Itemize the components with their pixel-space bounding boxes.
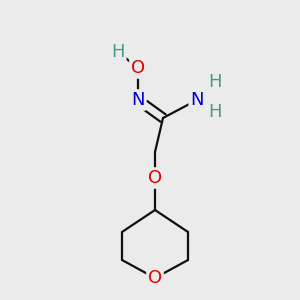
Text: H: H [208, 103, 222, 121]
Text: O: O [148, 169, 162, 187]
Text: O: O [148, 269, 162, 287]
Text: H: H [208, 73, 222, 91]
Text: O: O [131, 59, 145, 77]
Text: N: N [131, 91, 145, 109]
Text: N: N [190, 91, 204, 109]
Text: H: H [111, 43, 125, 61]
